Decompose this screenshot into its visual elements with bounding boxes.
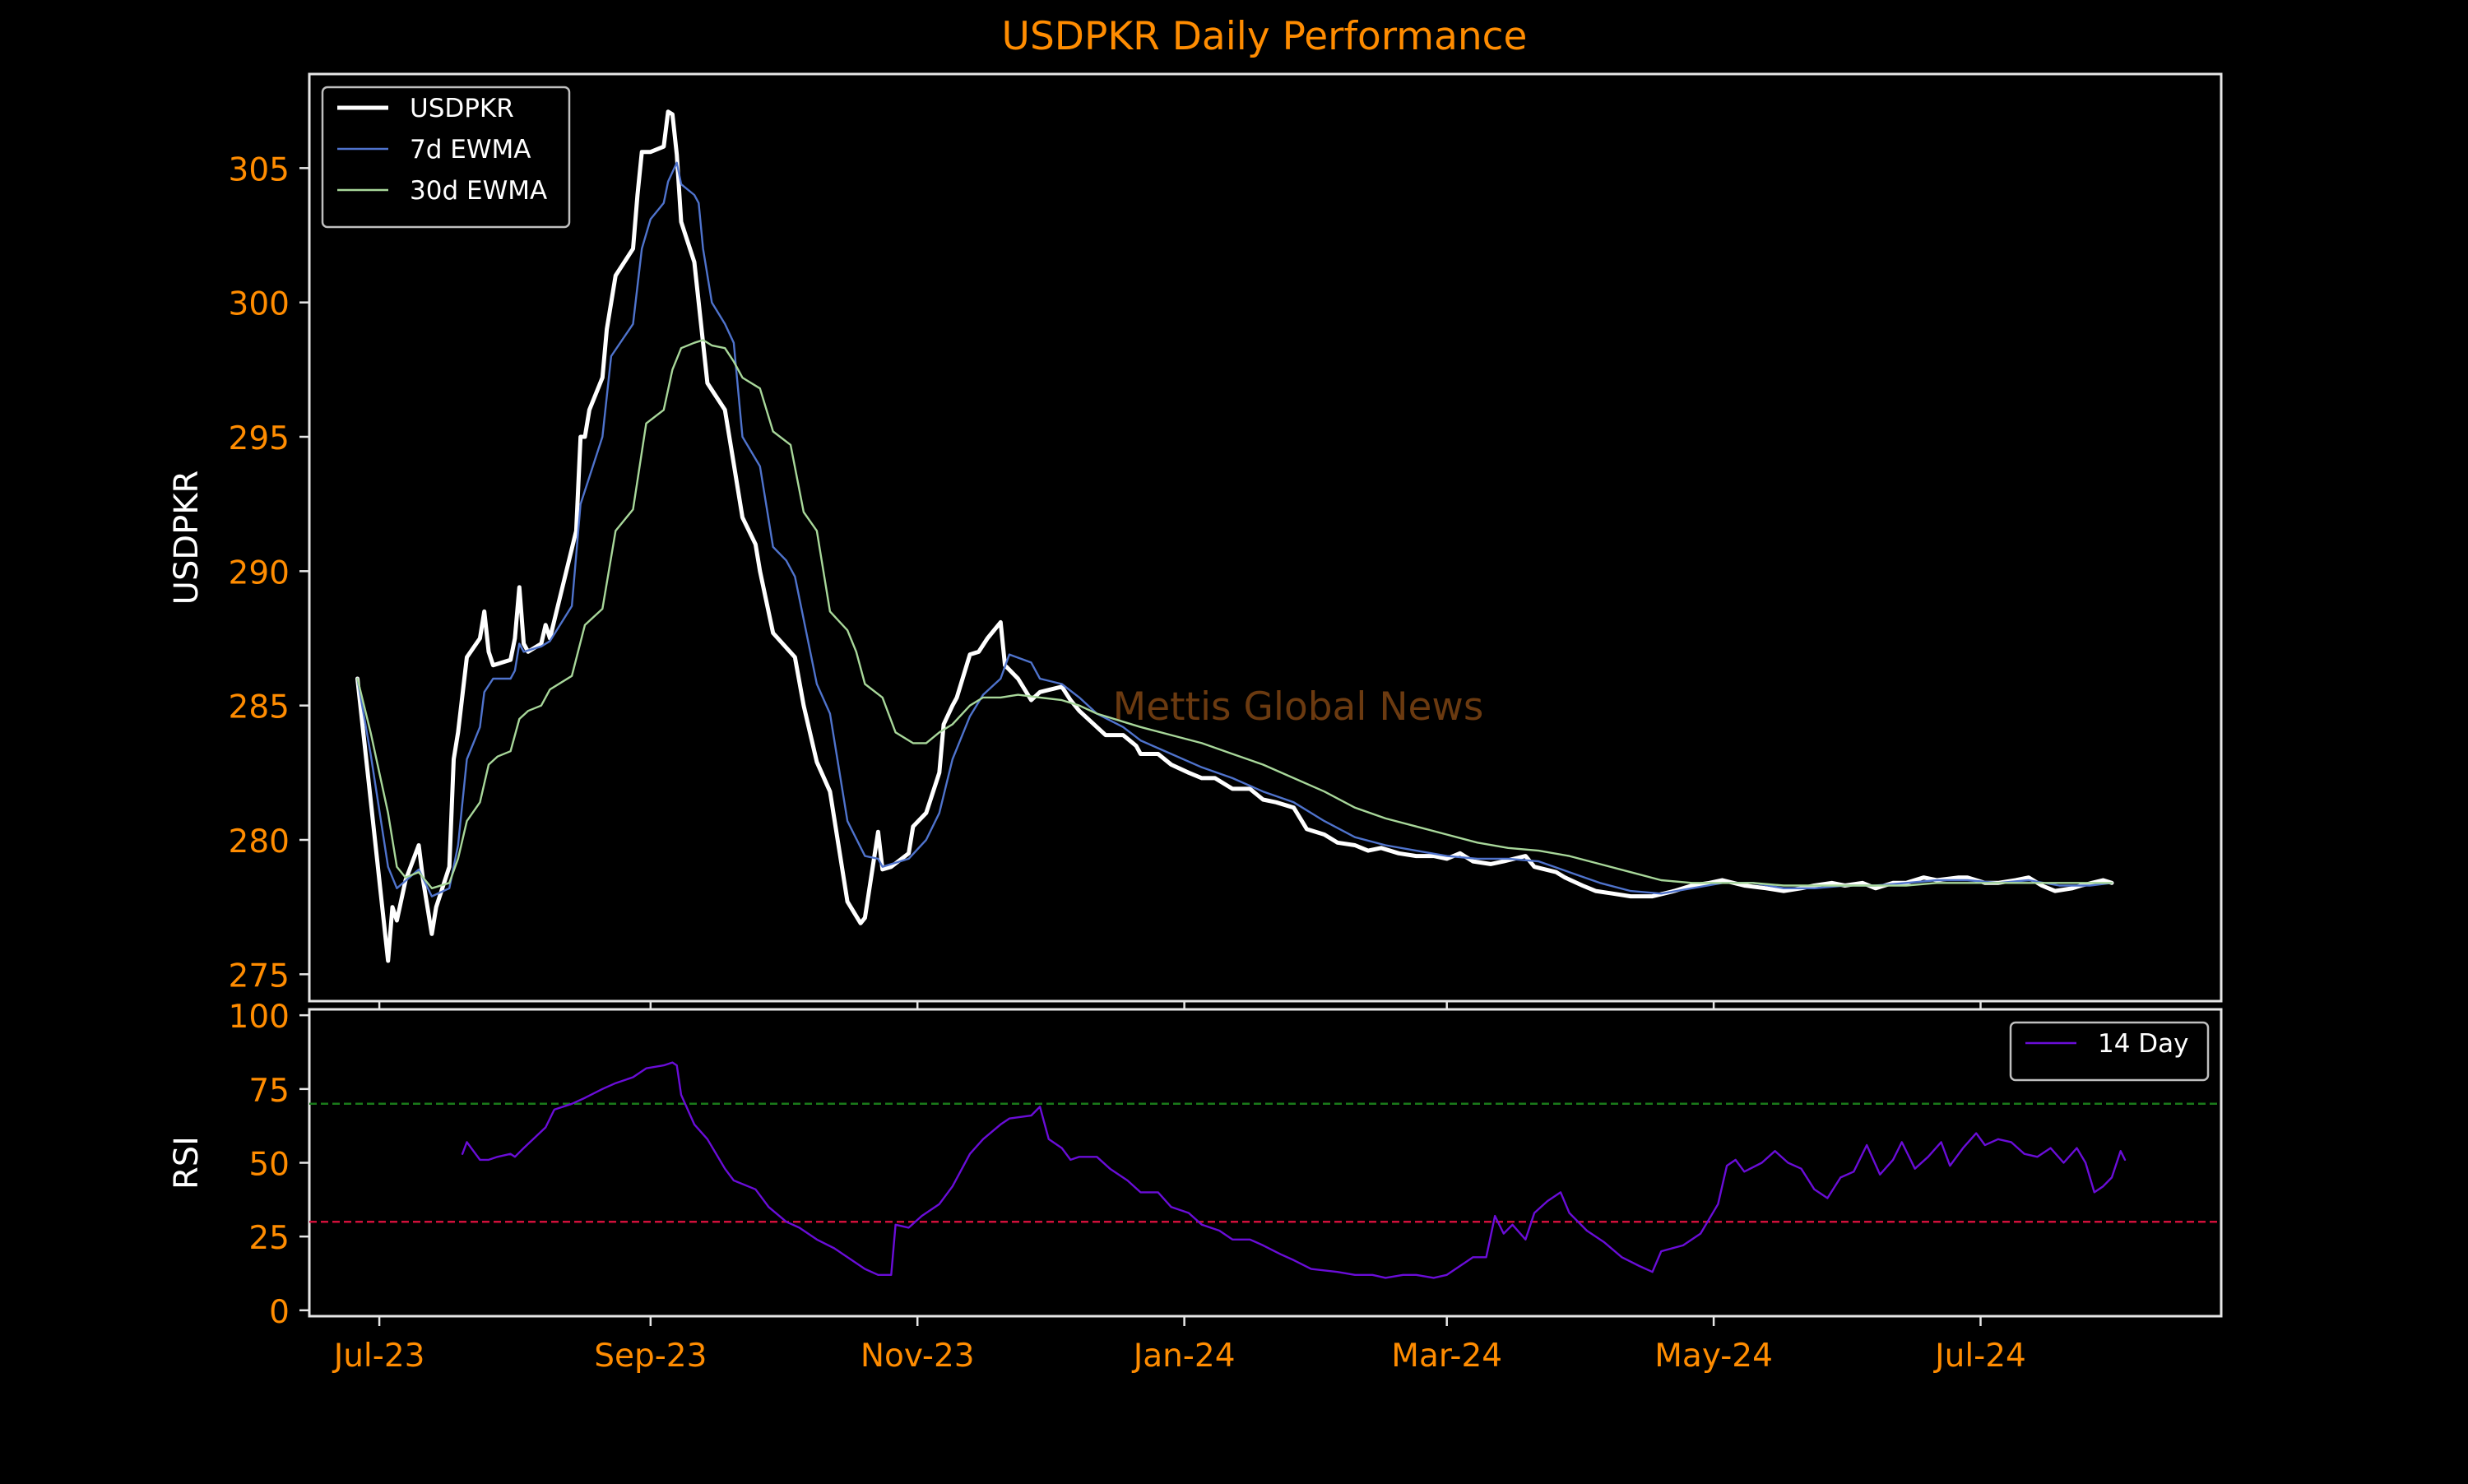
x-tick-label: May-24	[1654, 1338, 1773, 1375]
rsi-plot-frame	[308, 1008, 2223, 1318]
rsi-y-tick-label: 50	[248, 1147, 290, 1184]
rsi-y-tick-label: 0	[269, 1294, 290, 1331]
chart-title: USDPKR Daily Performance	[1002, 14, 1528, 59]
rsi-legend: 14 Day	[2009, 1021, 2210, 1082]
rsi-legend-box	[2009, 1021, 2210, 1082]
price-y-axis-label: USDPKR	[168, 471, 206, 605]
x-tick-label: Mar-24	[1391, 1338, 1502, 1375]
x-tick-label: Sep-23	[594, 1338, 707, 1375]
rsi-y-axis-label: RSI	[168, 1136, 206, 1190]
price-plot-frame	[308, 72, 2223, 1003]
price-y-tick-label: 285	[229, 689, 290, 726]
rsi-y-tick-label: 100	[229, 999, 290, 1036]
x-tick-label: Jul-23	[332, 1338, 425, 1375]
legend-label-usdpkr: USDPKR	[410, 94, 514, 123]
price-legend: USDPKR 7d EWMA 30d EWMA	[321, 86, 571, 229]
price-y-tick-label: 295	[229, 420, 290, 457]
x-tick-label: Nov-23	[861, 1338, 975, 1375]
x-tick-label: Jan-24	[1131, 1338, 1236, 1375]
series-line-30d-ewma	[356, 339, 2113, 889]
series-line-7d-ewma	[356, 161, 2113, 897]
legend-label-14-day: 14 Day	[2098, 1029, 2189, 1059]
rsi-y-tick-label: 75	[248, 1073, 290, 1110]
price-y-tick-label: 280	[229, 823, 290, 860]
rsi-y-tick-label: 25	[248, 1220, 290, 1257]
watermark-text: Mettis Global News	[1113, 684, 1484, 730]
price-y-tick-label: 290	[229, 554, 290, 591]
price-panel: Mettis Global News 275 280 285 290 295 300 305 U…	[168, 72, 2223, 1011]
series-line-14-day	[461, 1061, 2127, 1279]
price-y-tick-label: 275	[229, 958, 290, 995]
price-legend-box	[321, 86, 571, 229]
legend-label-30d-ewma: 30d EWMA	[410, 176, 547, 206]
price-y-tick-label: 300	[229, 286, 290, 323]
x-tick-label: Jul-24	[1932, 1338, 2026, 1375]
legend-label-7d-ewma: 7d EWMA	[410, 135, 531, 165]
price-y-tick-label: 305	[229, 151, 290, 188]
rsi-panel: 0 25 50 75 100 Jul-23 Sep-23 Nov-23 Jan-24 Mar-24…	[168, 999, 2223, 1375]
